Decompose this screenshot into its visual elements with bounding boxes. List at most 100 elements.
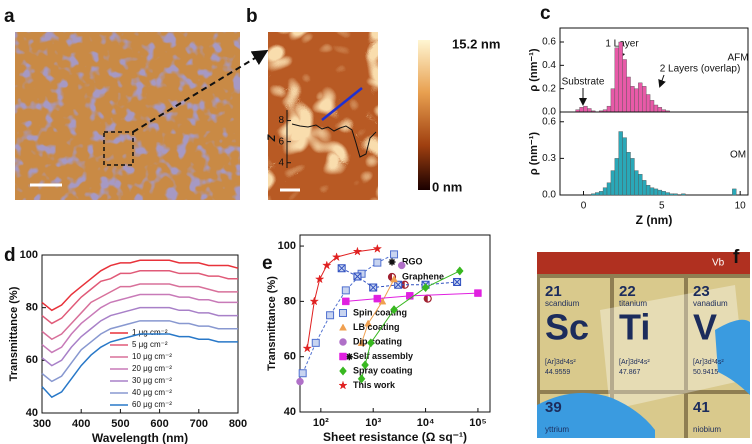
histogram-bar (634, 88, 639, 113)
x-tick-label: 500 (111, 418, 129, 430)
y-tick-label: 0.6 (542, 116, 556, 127)
series-line (41, 270, 238, 325)
histogram-bar (642, 86, 647, 113)
y-tick-label: 0.2 (542, 83, 556, 94)
height-profile (291, 123, 377, 158)
y-tick-label: 40 (284, 406, 296, 418)
legend-label: 5 μg cm⁻² (132, 340, 168, 349)
panel-label: c (540, 3, 551, 24)
data-point (337, 264, 346, 273)
x-axis-label: Wavelength (nm) (92, 431, 188, 444)
tile-symbol: V (693, 307, 717, 348)
histogram-bar (626, 152, 631, 196)
legend-marker (339, 323, 347, 331)
histogram-bar (638, 82, 643, 113)
histogram-bar (606, 105, 612, 113)
x-tick-label: 300 (33, 418, 51, 430)
histogram-bar (732, 188, 737, 196)
tile-name: niobium (693, 425, 721, 434)
column-header: Vb (712, 258, 725, 269)
data-point (361, 360, 369, 370)
histogram-bar (618, 131, 623, 196)
data-point (352, 246, 363, 256)
y-axis-label: Transmittance (%) (8, 286, 20, 381)
histogram-bar (622, 137, 627, 196)
legend-label: Graphene (402, 271, 444, 281)
axes-frame (299, 234, 491, 413)
tile-name: yttrium (545, 425, 569, 434)
y-tick-label: 0.0 (542, 107, 556, 118)
series-line (41, 306, 238, 367)
data-point (345, 353, 353, 361)
data-point (373, 294, 382, 303)
axes-frame (41, 254, 239, 414)
tile-name: vanadium (693, 299, 728, 308)
histogram-bar (657, 107, 663, 113)
data-point (421, 282, 430, 293)
inset-tick-label: 6 (278, 136, 284, 147)
data-point (474, 289, 482, 297)
histogram-bar (595, 192, 600, 196)
x-tick-label: 0 (581, 201, 587, 212)
zoom-box (103, 131, 134, 166)
histogram-bar (638, 174, 643, 196)
y-tick-label: 60 (284, 351, 296, 363)
tile (688, 394, 750, 438)
histogram-bar (602, 187, 608, 196)
inset-tick-label: 4 (278, 157, 284, 168)
legend-label: 30 μg cm⁻² (132, 376, 172, 385)
series-line (41, 283, 238, 341)
tile-name: scandium (545, 299, 580, 308)
tile-number: 39 (545, 399, 562, 416)
legend-marker (339, 366, 347, 376)
profile-line (321, 87, 363, 121)
x-axis-label: Sheet resistance (Ω sq⁻¹) (323, 430, 467, 444)
y-axis-label: ρ (nm⁻¹) (528, 132, 540, 175)
histogram-bar (614, 158, 619, 196)
histogram-bar (649, 187, 655, 196)
tile-config: [Ar]3d³4s² (693, 359, 724, 366)
x-tick-label: 800 (229, 418, 247, 430)
panel-label: e (262, 253, 273, 274)
legend-label: 20 μg cm⁻² (132, 364, 172, 373)
data-point (341, 286, 350, 295)
colorbar-min: 0 nm (432, 179, 462, 194)
legend-marker (339, 338, 347, 346)
image-texture (268, 32, 378, 200)
tile-mass: 44.9559 (545, 369, 570, 376)
x-tick-label: 5 (659, 201, 665, 212)
histogram-bar (610, 88, 616, 113)
data-point (357, 338, 366, 346)
x-tick-label: 10 (735, 201, 747, 212)
legend-marker (339, 309, 347, 317)
tile (614, 278, 684, 390)
tile-number: 41 (693, 399, 710, 416)
data-point (372, 243, 383, 253)
histogram-bar (634, 170, 639, 196)
marker-half (424, 295, 428, 303)
data-point (394, 280, 403, 289)
data-point (311, 338, 320, 347)
legend-label: This work (353, 380, 396, 390)
data-point (455, 266, 464, 276)
tile-mass: 47.867 (619, 369, 641, 376)
histogram-bar (598, 191, 604, 196)
y-tick-label: 40 (26, 407, 38, 419)
image-texture (15, 32, 240, 200)
legend-label: Spin coating (353, 307, 407, 317)
data-point (309, 296, 320, 306)
y-tick-label: 0.0 (542, 190, 556, 201)
legend-label: 10 μg cm⁻² (132, 352, 172, 361)
tile-name: titanium (619, 299, 647, 308)
tile-number: 23 (693, 283, 710, 300)
histogram-bar (673, 193, 678, 196)
series-line (41, 293, 238, 354)
x-axis-label: Z (nm) (636, 213, 673, 227)
tile-config: [Ar]3d¹4s² (545, 359, 576, 366)
panel-label: d (4, 245, 16, 266)
colorbar (418, 40, 430, 190)
histogram-bar (626, 76, 631, 113)
data-point (296, 377, 304, 386)
data-point (326, 311, 335, 320)
